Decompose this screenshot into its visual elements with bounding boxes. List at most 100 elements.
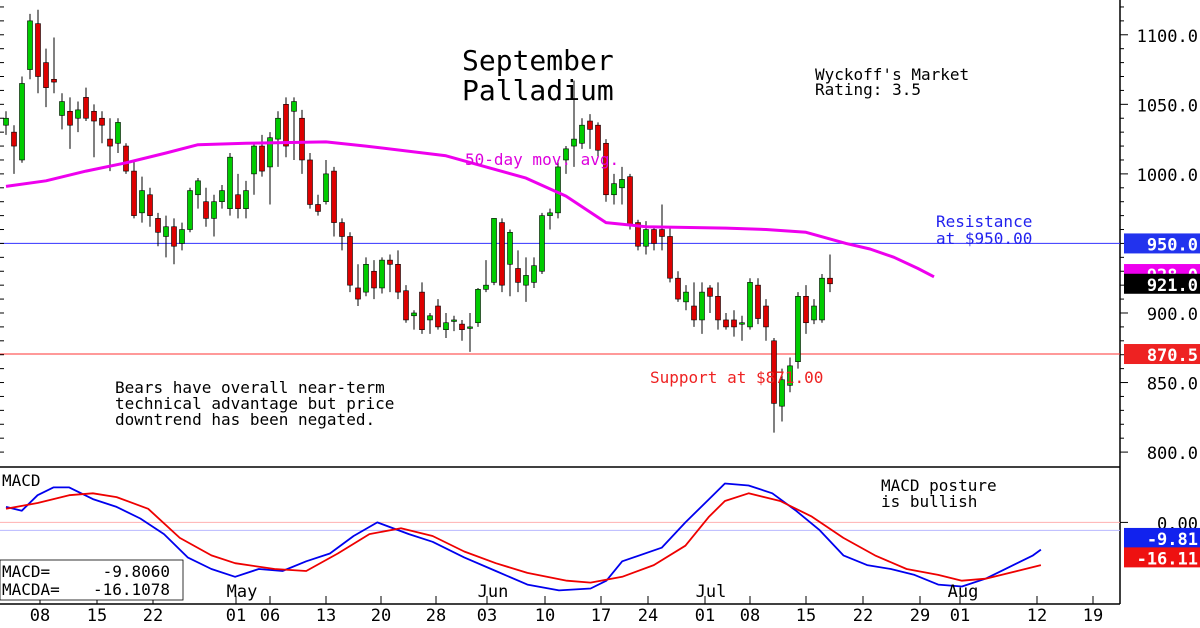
candle-body xyxy=(683,291,689,303)
candle-body xyxy=(379,259,385,289)
candle-body xyxy=(235,194,241,209)
candle-body xyxy=(339,222,345,237)
resistance-tag: 950.0 xyxy=(1147,235,1198,255)
month-label: May xyxy=(227,582,258,602)
candle-body xyxy=(755,284,761,319)
candle-body xyxy=(395,263,401,293)
candle-body xyxy=(643,229,649,247)
candle-body xyxy=(219,190,225,203)
macd-tag: -9.81 xyxy=(1147,530,1198,550)
macd-series-macd xyxy=(5,482,1042,592)
candle-body xyxy=(547,212,553,216)
x-tick-label: 08 xyxy=(30,606,50,624)
candle-body xyxy=(731,319,737,328)
candle-body xyxy=(635,222,641,247)
x-tick-label: 13 xyxy=(316,606,336,624)
candle-body xyxy=(675,277,681,300)
candle-body xyxy=(531,265,537,283)
x-tick-label: 17 xyxy=(591,606,611,624)
x-tick-label: 22 xyxy=(143,606,163,624)
candle-body xyxy=(451,319,457,322)
candle-body xyxy=(723,319,729,328)
x-tick-label: 22 xyxy=(853,606,873,624)
candle-body xyxy=(771,340,777,404)
y-tick-label: 1000.0 xyxy=(1137,166,1198,186)
chart-frame xyxy=(0,0,1121,605)
candle-body xyxy=(611,183,617,196)
candle-body xyxy=(411,312,417,317)
macd-tag-bg xyxy=(1124,527,1200,548)
candle-body xyxy=(659,229,665,237)
candle-body xyxy=(523,275,529,286)
x-tick-label: 08 xyxy=(740,606,760,624)
candle-body xyxy=(779,379,785,407)
x-tick-label: 06 xyxy=(260,606,280,624)
macd-title: MACD xyxy=(2,471,41,490)
annotations: September Palladium Wyckoff's Market Rating… xyxy=(0,44,1032,601)
candle-body xyxy=(483,284,489,290)
y-tick-label: 900.0 xyxy=(1147,305,1198,325)
candle-body xyxy=(3,117,9,126)
macda-legend-value: -16.1078 xyxy=(93,580,170,599)
x-tick-label: 01 xyxy=(950,606,970,624)
x-tick-label: 28 xyxy=(426,606,446,624)
support-tag-bg xyxy=(1124,344,1200,365)
candle-body xyxy=(619,179,625,189)
month-label: Jul xyxy=(696,582,727,602)
candle-body xyxy=(363,263,369,293)
candle-body xyxy=(115,122,121,144)
last-price-tag-bg xyxy=(1124,273,1200,294)
candlesticks xyxy=(3,9,833,433)
y-tick-label: 800.0 xyxy=(1147,444,1198,464)
candle-body xyxy=(275,117,281,140)
x-tick-label: 24 xyxy=(638,606,658,624)
candle-body xyxy=(315,204,321,212)
candle-body xyxy=(667,236,673,279)
candle-body xyxy=(11,131,17,147)
candle-body xyxy=(131,170,137,216)
candle-body xyxy=(587,120,593,130)
candle-body xyxy=(739,322,745,325)
candle-body xyxy=(403,290,409,321)
candle-body xyxy=(435,305,441,328)
candle-body xyxy=(795,295,801,362)
candle-body xyxy=(763,305,769,328)
candle-body xyxy=(467,326,473,329)
y-tick-label: 1050.0 xyxy=(1137,96,1198,116)
ma-label: 50-day mov. avg. xyxy=(465,150,619,169)
candle-body xyxy=(291,101,297,112)
candle-body xyxy=(35,23,41,77)
candle-body xyxy=(19,83,25,161)
candle-body xyxy=(147,194,153,216)
candle-body xyxy=(459,323,465,330)
moving-average xyxy=(5,140,935,279)
candle-body xyxy=(507,232,513,265)
candle-body xyxy=(579,124,585,144)
support-tag: 870.5 xyxy=(1147,346,1198,366)
candle-body xyxy=(155,218,161,233)
candle-body xyxy=(259,145,265,172)
candle-body xyxy=(595,124,601,151)
candle-body xyxy=(59,101,65,116)
candle-body xyxy=(427,315,433,321)
candle-body xyxy=(475,289,481,324)
candle-body xyxy=(443,322,449,330)
candle-body xyxy=(171,226,177,247)
candle-body xyxy=(195,180,201,196)
x-tick-label: 15 xyxy=(87,606,107,624)
candle-body xyxy=(491,218,497,283)
month-label: Jun xyxy=(478,582,509,602)
candle-body xyxy=(83,97,89,119)
candle-body xyxy=(91,110,97,122)
candle-body xyxy=(539,215,545,272)
analysis-note: Bears have overall near-term technical ad… xyxy=(115,378,394,429)
candle-body xyxy=(51,78,57,83)
macd-series-macda xyxy=(5,492,1042,584)
candle-body xyxy=(699,291,705,321)
candle-body xyxy=(187,190,193,230)
x-tick-label: 10 xyxy=(535,606,555,624)
candle-body xyxy=(827,277,833,285)
candle-body xyxy=(163,226,169,237)
x-tick-label: 20 xyxy=(371,606,391,624)
